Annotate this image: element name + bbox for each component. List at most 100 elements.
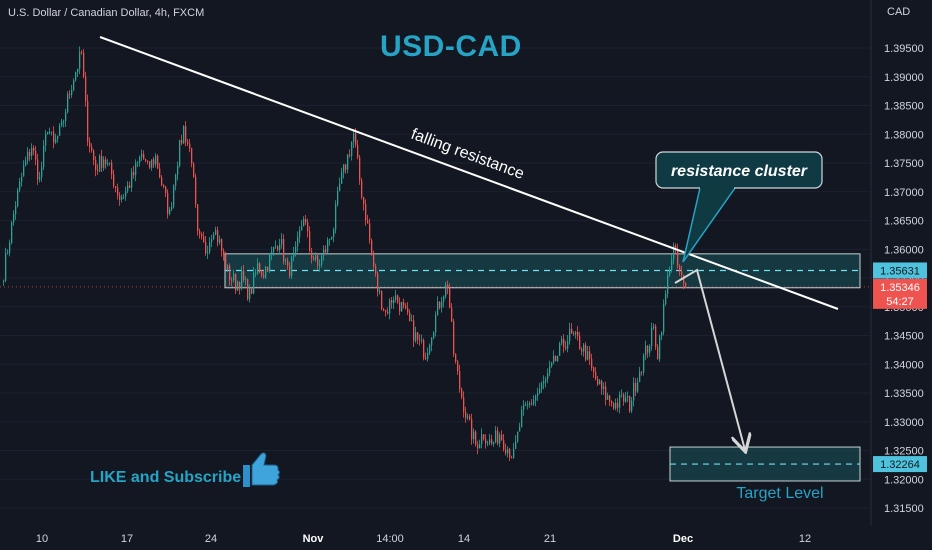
- candle-body: [651, 327, 653, 347]
- candle-body: [643, 355, 645, 373]
- candle-body: [59, 125, 61, 136]
- candle-body: [73, 80, 75, 91]
- candle-body: [531, 403, 533, 405]
- candles-layer: [3, 46, 687, 461]
- candle-body: [175, 174, 177, 186]
- time-tick-label: 10: [36, 533, 48, 545]
- candle-body: [517, 431, 519, 442]
- candle-body: [69, 93, 71, 95]
- price-tick-label: 1.34500: [884, 331, 924, 343]
- candle-body: [377, 273, 379, 292]
- candle-body: [29, 151, 31, 156]
- candle-body: [495, 430, 497, 443]
- price-tick-label: 1.36000: [884, 244, 924, 256]
- candle-body: [177, 165, 179, 175]
- candle-body: [317, 255, 319, 266]
- candle-body: [405, 305, 407, 309]
- countdown-badge: 54:27: [886, 296, 914, 308]
- candle-body: [641, 371, 643, 373]
- candle-body: [179, 140, 181, 166]
- candle-body: [143, 154, 145, 160]
- candle-body: [389, 300, 391, 314]
- candle-body: [549, 366, 551, 374]
- candle-body: [535, 395, 537, 401]
- candle-body: [111, 162, 113, 175]
- candle-body: [447, 284, 449, 289]
- candle-body: [263, 275, 265, 278]
- price-tick-label: 1.32500: [884, 446, 924, 458]
- projection-arrow: [674, 268, 745, 450]
- candle-body: [613, 403, 615, 409]
- candle-body: [491, 439, 493, 444]
- candle-body: [639, 371, 641, 383]
- candle-body: [493, 442, 495, 444]
- candle-body: [367, 220, 369, 224]
- candle-body: [369, 223, 371, 241]
- candle-body: [571, 328, 573, 334]
- candle-body: [43, 145, 45, 168]
- candle-body: [283, 239, 285, 262]
- candle-body: [663, 304, 665, 333]
- candle-body: [301, 226, 303, 231]
- candle-body: [507, 449, 509, 454]
- candle-body: [399, 302, 401, 312]
- candle-body: [63, 121, 65, 122]
- candle-body: [563, 338, 565, 347]
- candle-body: [319, 264, 321, 266]
- candle-body: [195, 176, 197, 205]
- candle-body: [173, 185, 175, 207]
- candle-body: [273, 246, 275, 252]
- candle-body: [525, 405, 527, 406]
- candle-body: [343, 164, 345, 173]
- candle-body: [381, 290, 383, 310]
- candle-body: [553, 355, 555, 363]
- price-tick-label: 1.38500: [884, 101, 924, 113]
- candle-body: [375, 266, 377, 274]
- candle-body: [363, 197, 365, 205]
- candle-body: [485, 438, 487, 444]
- candle-body: [515, 441, 517, 449]
- candle-body: [129, 185, 131, 188]
- candle-body: [87, 100, 89, 142]
- candle-body: [345, 164, 347, 170]
- candle-body: [299, 230, 301, 238]
- candle-body: [541, 383, 543, 389]
- candle-body: [671, 259, 673, 271]
- candle-body: [589, 351, 591, 360]
- candle-body: [169, 209, 171, 214]
- candle-body: [75, 72, 77, 81]
- candle-body: [451, 307, 453, 322]
- candle-body: [51, 131, 53, 133]
- candle-body: [321, 255, 323, 265]
- candle-body: [83, 52, 85, 77]
- candle-body: [601, 380, 603, 390]
- candle-body: [573, 333, 575, 335]
- candle-body: [109, 162, 111, 164]
- candle-body: [665, 293, 667, 305]
- candle-body: [209, 242, 211, 252]
- candle-body: [303, 219, 305, 227]
- candle-body: [239, 282, 241, 289]
- candle-body: [617, 402, 619, 408]
- candle-body: [503, 440, 505, 450]
- candle-body: [537, 393, 539, 396]
- falling-resistance-line: [99, 36, 839, 310]
- candle-body: [53, 131, 55, 143]
- candle-body: [115, 186, 117, 188]
- candle-body: [685, 283, 687, 287]
- candle-body: [629, 396, 631, 412]
- candle-body: [293, 253, 295, 258]
- zones-layer: [0, 253, 870, 482]
- candle-body: [89, 141, 91, 147]
- candle-body: [121, 196, 123, 200]
- candle-body: [435, 315, 437, 333]
- candle-body: [611, 401, 613, 404]
- candle-body: [385, 310, 387, 312]
- candle-body: [271, 251, 273, 255]
- candle-body: [623, 394, 625, 402]
- candle-body: [241, 270, 243, 289]
- candle-body: [3, 280, 5, 282]
- candle-body: [513, 448, 515, 458]
